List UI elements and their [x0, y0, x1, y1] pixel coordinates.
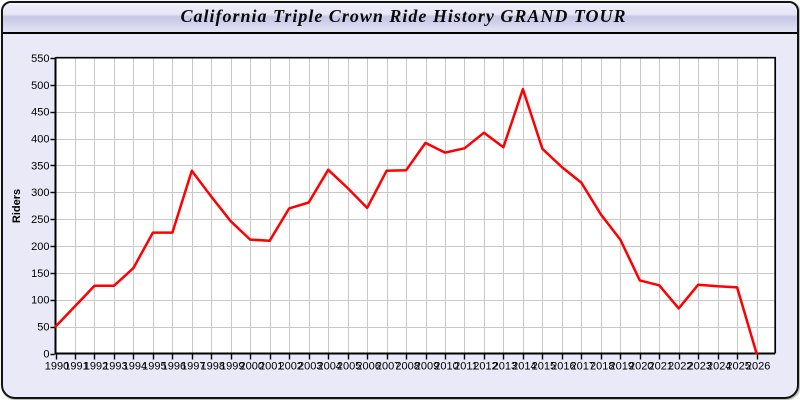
svg-text:2025: 2025 [726, 361, 750, 373]
svg-text:2013: 2013 [493, 361, 517, 373]
svg-text:2006: 2006 [356, 361, 380, 373]
svg-text:2022: 2022 [668, 361, 692, 373]
svg-text:1997: 1997 [181, 361, 205, 373]
svg-text:2016: 2016 [551, 361, 575, 373]
svg-text:2000: 2000 [240, 361, 264, 373]
svg-text:300: 300 [31, 187, 49, 199]
svg-text:2015: 2015 [532, 361, 556, 373]
svg-text:1994: 1994 [123, 361, 147, 373]
svg-text:50: 50 [37, 322, 49, 334]
svg-text:2017: 2017 [571, 361, 595, 373]
svg-text:2018: 2018 [590, 361, 614, 373]
svg-text:2001: 2001 [259, 361, 283, 373]
svg-text:2014: 2014 [512, 361, 536, 373]
svg-text:550: 550 [31, 53, 49, 65]
svg-text:1992: 1992 [84, 361, 108, 373]
svg-text:2004: 2004 [317, 361, 341, 373]
svg-text:1990: 1990 [45, 361, 69, 373]
svg-text:2020: 2020 [629, 361, 653, 373]
svg-text:500: 500 [31, 80, 49, 92]
svg-text:2021: 2021 [648, 361, 672, 373]
svg-text:2024: 2024 [707, 361, 731, 373]
svg-text:1998: 1998 [201, 361, 225, 373]
svg-text:2010: 2010 [434, 361, 458, 373]
svg-text:2003: 2003 [298, 361, 322, 373]
svg-text:2008: 2008 [395, 361, 419, 373]
svg-text:2007: 2007 [376, 361, 400, 373]
svg-text:Riders: Riders [11, 189, 23, 223]
svg-text:250: 250 [31, 214, 49, 226]
svg-text:2002: 2002 [278, 361, 302, 373]
svg-text:350: 350 [31, 160, 49, 172]
svg-text:400: 400 [31, 134, 49, 146]
svg-text:200: 200 [31, 241, 49, 253]
svg-text:2012: 2012 [473, 361, 497, 373]
svg-text:1991: 1991 [64, 361, 88, 373]
svg-text:1996: 1996 [162, 361, 186, 373]
svg-text:2009: 2009 [415, 361, 439, 373]
svg-text:2019: 2019 [610, 361, 634, 373]
svg-text:2011: 2011 [454, 361, 478, 373]
svg-text:450: 450 [31, 107, 49, 119]
svg-text:150: 150 [31, 268, 49, 280]
svg-text:2023: 2023 [687, 361, 711, 373]
svg-text:1999: 1999 [220, 361, 244, 373]
svg-text:100: 100 [31, 295, 49, 307]
svg-text:1993: 1993 [103, 361, 127, 373]
svg-text:2026: 2026 [746, 361, 770, 373]
svg-text:0: 0 [43, 348, 49, 360]
svg-text:1995: 1995 [142, 361, 166, 373]
svg-text:2005: 2005 [337, 361, 361, 373]
